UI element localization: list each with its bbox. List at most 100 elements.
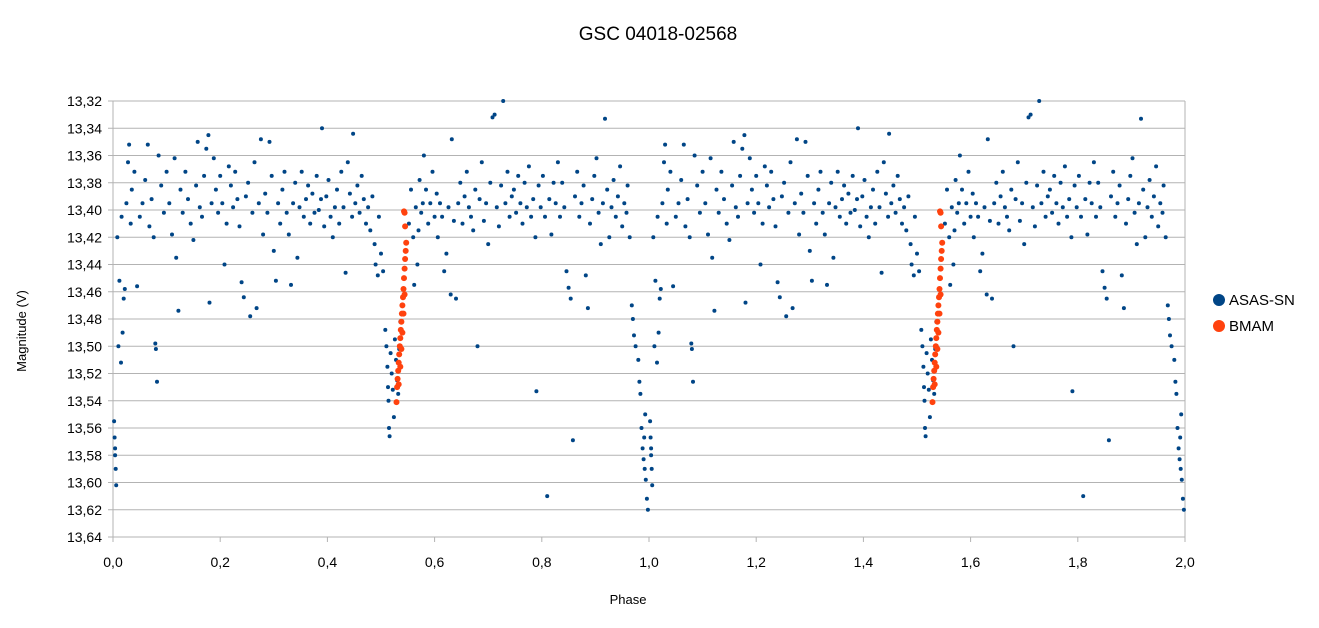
data-point	[697, 210, 702, 215]
data-point	[620, 224, 625, 229]
data-point	[710, 255, 715, 260]
data-point	[1070, 389, 1075, 394]
data-point	[399, 329, 406, 336]
data-point	[417, 178, 422, 182]
data-point	[727, 238, 732, 242]
data-point	[293, 180, 298, 185]
data-point	[613, 214, 618, 219]
data-point	[228, 183, 233, 188]
data-point	[1079, 214, 1083, 219]
data-point	[322, 224, 327, 229]
data-point	[934, 346, 941, 352]
data-point	[332, 205, 337, 210]
data-point	[879, 270, 884, 275]
data-point	[645, 507, 650, 512]
data-point	[1039, 201, 1044, 206]
data-point	[1045, 194, 1050, 199]
data-point	[206, 133, 211, 138]
data-point	[1151, 194, 1156, 199]
data-point	[248, 314, 253, 319]
data-point	[952, 228, 957, 233]
data-point	[676, 201, 681, 206]
data-point	[399, 302, 406, 309]
data-point	[642, 466, 647, 471]
x-tick-label: 1,6	[961, 554, 981, 570]
data-point	[424, 187, 428, 192]
data-point	[442, 269, 447, 274]
data-point	[771, 197, 776, 202]
data-point	[1156, 224, 1161, 229]
data-point	[145, 142, 150, 147]
data-point	[934, 318, 941, 325]
grid-lines	[108, 100, 1185, 538]
data-point	[1176, 446, 1181, 451]
data-point	[919, 327, 924, 332]
data-point	[730, 183, 735, 188]
data-point	[200, 214, 204, 219]
data-point	[1179, 477, 1184, 482]
data-point	[624, 210, 629, 215]
data-point	[998, 194, 1003, 199]
data-point	[388, 351, 393, 356]
data-point	[1067, 197, 1072, 202]
data-point	[932, 391, 937, 396]
data-point	[149, 197, 154, 202]
data-point	[124, 201, 129, 206]
data-point	[403, 239, 410, 246]
data-point	[477, 197, 482, 202]
data-point	[897, 197, 902, 202]
data-point	[627, 235, 632, 240]
y-tick-label: 13,46	[67, 284, 102, 300]
data-point	[435, 235, 440, 240]
data-point	[966, 169, 971, 174]
data-point	[809, 278, 814, 283]
data-point	[484, 201, 489, 206]
data-point	[297, 205, 302, 210]
data-point	[779, 194, 784, 199]
data-point	[384, 344, 389, 349]
data-point	[733, 205, 738, 210]
data-point	[397, 363, 404, 370]
data-point	[383, 327, 388, 332]
series-asas-sn	[112, 99, 1186, 512]
data-point	[308, 221, 313, 226]
x-tick-label: 1,8	[1068, 554, 1088, 570]
data-point	[392, 337, 397, 342]
data-point	[671, 284, 676, 289]
data-point	[233, 169, 238, 174]
data-point	[351, 131, 356, 136]
data-point	[310, 191, 315, 196]
data-point	[137, 214, 142, 219]
data-point	[372, 242, 377, 247]
data-point	[386, 385, 390, 390]
y-tick-label: 13,42	[67, 229, 102, 245]
data-point	[960, 187, 964, 192]
y-tick-label: 13,52	[67, 366, 102, 382]
data-point	[1181, 507, 1186, 512]
data-point	[600, 201, 605, 206]
data-point	[1163, 235, 1168, 240]
data-point	[1136, 201, 1141, 206]
data-point	[1058, 180, 1063, 185]
data-point	[754, 173, 759, 178]
data-point	[850, 173, 855, 178]
data-point	[652, 344, 657, 349]
data-point	[153, 341, 158, 346]
data-point	[401, 291, 408, 298]
data-point	[643, 412, 648, 417]
data-point	[540, 173, 545, 178]
data-point	[1177, 457, 1182, 462]
data-point	[917, 269, 922, 274]
data-point	[122, 287, 127, 291]
data-point	[906, 194, 911, 199]
data-point	[777, 295, 782, 300]
data-point	[419, 210, 424, 215]
data-point	[1087, 180, 1092, 185]
data-point	[803, 139, 808, 144]
data-point	[176, 308, 181, 313]
data-point	[529, 214, 534, 219]
data-point	[492, 112, 497, 117]
data-point	[660, 201, 665, 206]
data-point	[1072, 183, 1077, 188]
data-point	[119, 214, 124, 219]
